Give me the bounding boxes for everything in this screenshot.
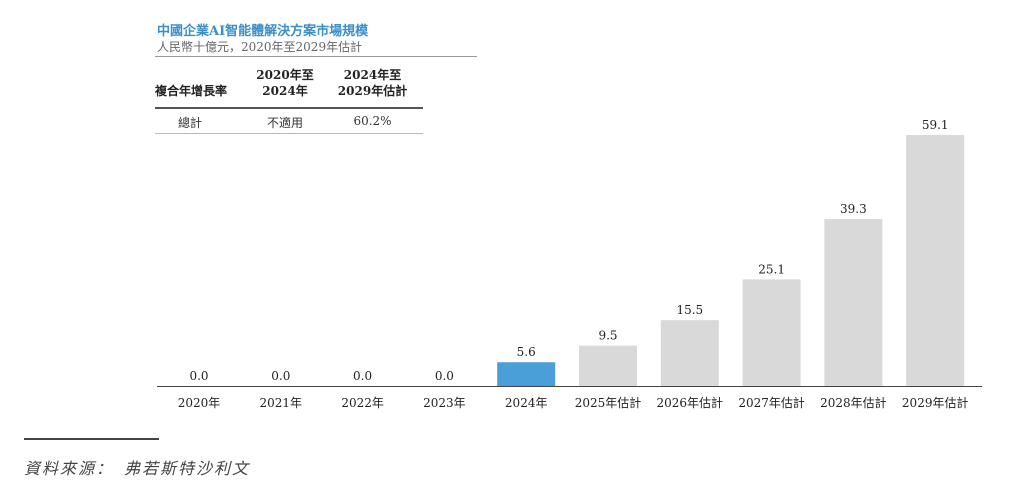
x-tick-label: 2020年: [178, 396, 221, 410]
bar: [742, 279, 801, 386]
x-tick-label: 2028年估計: [820, 395, 887, 410]
data-label: 25.1: [758, 262, 785, 276]
chart-title: 中國企業AI智能體解決方案市場規模: [157, 24, 369, 39]
header-line: 2029年估計: [337, 84, 408, 98]
cagr-header-period2: 2024年至 2029年估計: [325, 67, 420, 99]
bar: [497, 362, 556, 386]
x-tick-label: 2026年估計: [657, 395, 724, 410]
bar: [579, 345, 637, 386]
bar: [824, 219, 883, 386]
data-label: 39.3: [840, 202, 867, 216]
x-tick-label: 2029年估計: [902, 395, 969, 410]
data-label: 0.0: [189, 369, 208, 383]
bar: [660, 320, 719, 386]
data-label: 5.6: [517, 345, 536, 359]
cagr-row-label: 總計: [177, 116, 202, 130]
bar: [906, 135, 965, 386]
header-line: 2024年: [262, 84, 308, 98]
data-label: 0.0: [435, 369, 454, 383]
source-divider: [24, 438, 159, 440]
table-rule: [155, 107, 423, 109]
x-tick-label: 2027年估計: [738, 395, 805, 410]
divider: [155, 56, 477, 57]
x-tick-label: 2021年: [260, 396, 303, 410]
table-rule: [155, 133, 423, 134]
data-label: 9.5: [598, 329, 617, 343]
chart-subtitle: 人民幣十億元，2020年至2029年估計: [157, 40, 363, 54]
cagr-header-period1: 2020年至 2024年: [245, 67, 325, 99]
x-tick-label: 2022年: [341, 396, 384, 410]
data-label: 0.0: [353, 369, 372, 383]
data-label: 59.1: [922, 118, 949, 132]
cagr-header-label: 複合年增長率: [155, 84, 228, 98]
x-tick-label: 2023年: [423, 396, 466, 410]
header-line: 2020年至: [256, 68, 314, 82]
x-tick-label: 2025年估計: [575, 395, 642, 410]
data-label: 15.5: [676, 303, 703, 317]
source-note: 資料來源： 弗若斯特沙利文: [24, 459, 251, 478]
header-line: 2024年至: [343, 68, 402, 82]
cagr-row-period1: 不適用: [266, 116, 303, 130]
x-tick-label: 2024年: [505, 396, 548, 410]
data-label: 0.0: [271, 369, 290, 383]
cagr-row-period2: 60.2%: [353, 114, 392, 128]
